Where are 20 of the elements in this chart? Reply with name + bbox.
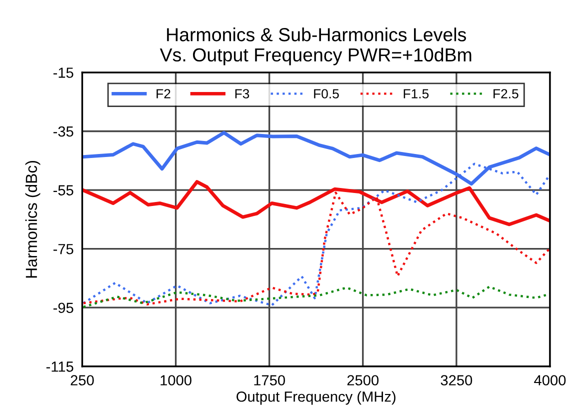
legend-label: F2.5 [494,89,518,98]
x-tick-label: 1750 [254,375,285,386]
y-tick-label: -55 [53,185,74,196]
x-axis-title: Output Frequency (MHz) [236,391,396,405]
legend-label: F0.5 [314,89,339,98]
x-tick-label: 2500 [347,375,379,386]
legend-label: F1.5 [404,89,429,98]
y-tick-label: -35 [53,126,74,137]
y-axis-title: Harmonics (dBc) [25,160,40,278]
x-tick-label: 3250 [440,375,472,386]
x-tick-label: 250 [70,375,94,386]
y-tick-label: -95 [53,302,74,314]
x-tick-label: 1000 [160,375,192,386]
y-tick-label: -75 [53,244,74,254]
y-tick-label: -115 [46,362,74,372]
legend-label: F3 [235,89,250,98]
x-tick-label: 4000 [534,375,566,386]
y-tick-label: -15 [53,68,74,78]
chart-title: Harmonics & Sub-Harmonics Levels Vs. Output Frequency PWR=+10dBm [160,28,472,66]
legend-label: F2 [156,89,170,98]
